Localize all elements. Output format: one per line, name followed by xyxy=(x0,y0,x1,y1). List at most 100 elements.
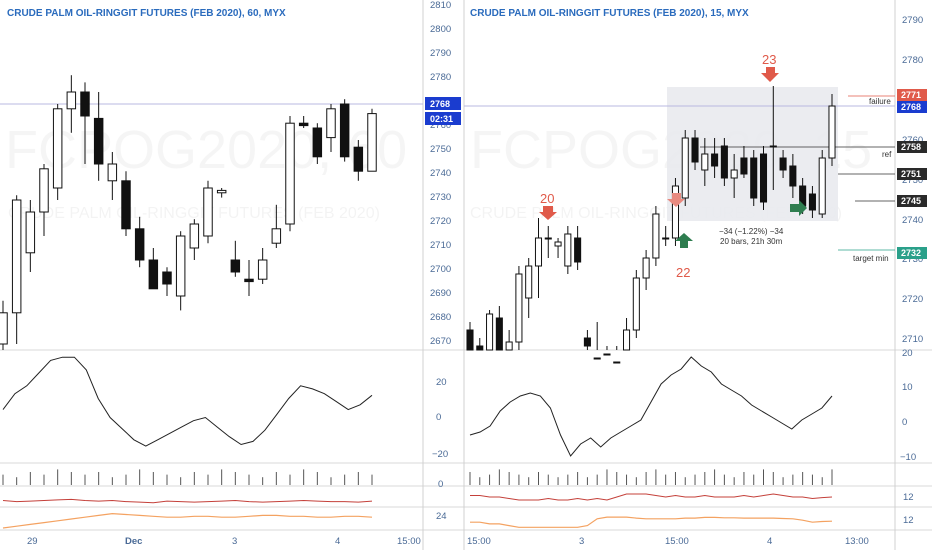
right-candle xyxy=(623,318,631,351)
right-oscillator xyxy=(469,356,833,457)
target-annotation: target min xyxy=(853,254,889,263)
right-candle-body xyxy=(564,233,572,267)
left-tick-2710: 2710 xyxy=(430,240,451,251)
right-candle-body xyxy=(730,169,738,179)
left-candle xyxy=(66,75,77,133)
left-candle xyxy=(80,82,90,164)
right-candle xyxy=(495,306,503,351)
left-candle xyxy=(257,248,268,284)
label-20: 20 xyxy=(540,191,554,206)
right-candle xyxy=(515,266,523,350)
right-time-4: 4 xyxy=(767,536,772,547)
left-candle-body xyxy=(175,235,186,297)
left-time-dec: Dec xyxy=(125,536,142,547)
left-candle-body xyxy=(285,122,295,225)
left-candle-body xyxy=(216,189,227,194)
right-osc-tick-0: 0 xyxy=(902,417,907,428)
right-rsi xyxy=(470,493,833,528)
left-vol-tick: 0 xyxy=(438,479,443,490)
right-candle-body xyxy=(613,361,621,364)
right-candle-body xyxy=(534,237,543,267)
right-candle xyxy=(632,270,640,338)
right-candle xyxy=(808,186,816,218)
right-candle-body xyxy=(623,329,631,351)
right-candle xyxy=(525,258,533,318)
target-label-text: 2732 xyxy=(901,248,921,258)
label-2751-text: 2751 xyxy=(901,169,921,179)
left-countdown xyxy=(425,112,461,125)
left-candle-body xyxy=(162,271,172,285)
left-candle-body xyxy=(189,223,200,249)
failure-annotation: failure xyxy=(869,97,891,106)
left-rsi-tick: 24 xyxy=(436,511,447,522)
left-rsi xyxy=(2,498,373,529)
arrow-right-icon xyxy=(790,200,807,216)
right-candle-body xyxy=(681,137,689,199)
right-candle-body xyxy=(583,337,591,347)
label-2751 xyxy=(897,168,927,180)
left-candle-body xyxy=(298,122,309,127)
right-candle xyxy=(769,86,777,190)
left-candle-body xyxy=(66,91,77,110)
left-candle-body xyxy=(0,312,8,345)
left-oscillator-line xyxy=(2,356,373,447)
right-tick-2750: 2750 xyxy=(902,175,923,186)
left-candle-body xyxy=(244,278,254,283)
right-volume xyxy=(469,469,833,485)
left-osc-tick-20: 20 xyxy=(436,377,447,388)
right-time-1500b: 15:00 xyxy=(665,536,689,547)
right-candle-body xyxy=(711,153,719,167)
label-2745 xyxy=(897,195,927,207)
right-tick-2740: 2740 xyxy=(902,215,923,226)
left-candle-body xyxy=(52,108,63,189)
right-candle xyxy=(740,146,748,178)
right-candle xyxy=(818,150,826,218)
arrow-up-22: 22 xyxy=(675,233,693,280)
left-candle-body xyxy=(230,259,241,273)
right-tick-2760: 2760 xyxy=(902,135,923,146)
right-tick-2720: 2720 xyxy=(902,294,923,305)
right-candle-body xyxy=(720,145,728,179)
label-23: 23 xyxy=(762,52,776,67)
left-candle xyxy=(52,104,63,200)
left-tick-2760: 2760 xyxy=(430,120,451,131)
right-candle xyxy=(720,138,728,186)
right-chart-title: CRUDE PALM OIL-RINGGIT FUTURES (FEB 2020… xyxy=(470,8,749,19)
left-tick-2800: 2800 xyxy=(430,24,451,35)
right-candle-body xyxy=(652,213,660,259)
left-tick-2720: 2720 xyxy=(430,216,451,227)
left-time-3: 3 xyxy=(232,536,237,547)
left-candle-body xyxy=(134,228,145,261)
right-candle-body xyxy=(779,157,787,171)
right-candle-body xyxy=(593,357,601,360)
right-candle xyxy=(642,250,650,290)
left-candle xyxy=(326,104,336,152)
right-candle-body xyxy=(486,313,494,351)
left-time-1500: 15:00 xyxy=(397,536,421,547)
arrow-down-23: 23 xyxy=(761,52,779,82)
right-candle xyxy=(564,226,572,274)
current-label-text: 2768 xyxy=(901,102,921,112)
left-candle-body xyxy=(107,163,118,182)
right-candle xyxy=(711,138,719,178)
right-candle xyxy=(574,226,582,270)
right-tick-2790: 2790 xyxy=(902,15,923,26)
right-candle xyxy=(652,206,660,266)
left-candle-body xyxy=(80,91,90,117)
right-candle-body xyxy=(525,265,533,299)
right-candle-body xyxy=(495,317,503,351)
arrow-up-icon xyxy=(675,233,693,248)
right-candle-body xyxy=(828,105,836,159)
right-tick-2730: 2730 xyxy=(902,254,923,265)
left-osc-tick-neg20: −20 xyxy=(432,449,448,460)
left-candle xyxy=(189,219,200,260)
left-tick-2790: 2790 xyxy=(430,48,451,59)
right-candle-body xyxy=(466,329,474,351)
right-candle xyxy=(613,346,621,364)
left-price-label-text: 2768 xyxy=(430,99,450,109)
left-tick-2740: 2740 xyxy=(430,168,451,179)
right-candle-body xyxy=(574,237,582,263)
right-candle xyxy=(554,238,562,258)
right-candle-body xyxy=(671,185,679,239)
left-candle-body xyxy=(257,259,268,280)
